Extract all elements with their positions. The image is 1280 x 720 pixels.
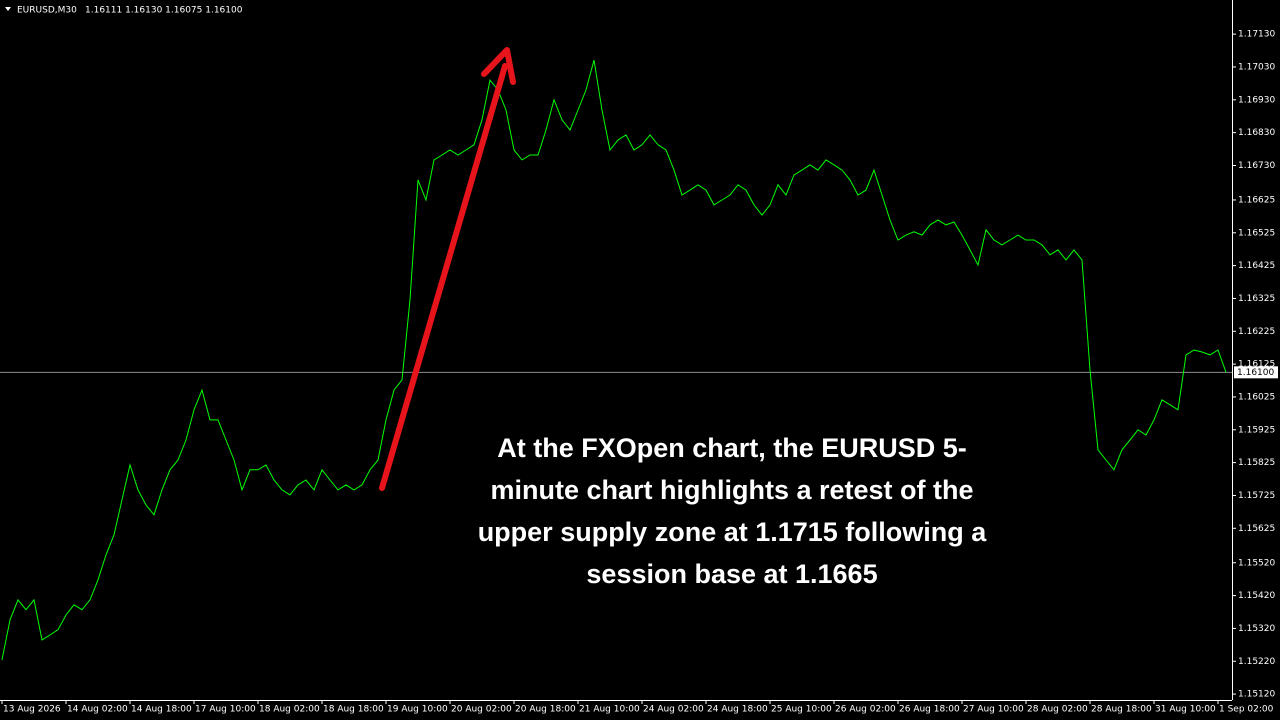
y-tick-label: 1.15320 (1238, 624, 1275, 634)
y-tick-label: 1.15420 (1238, 591, 1275, 601)
x-tick-label: 24 Aug 02:00 (643, 705, 704, 715)
x-tick-label: 25 Aug 10:00 (771, 705, 832, 715)
x-tick-label: 27 Aug 10:00 (963, 705, 1024, 715)
x-tick-label: 1 Sep 02:00 (1219, 705, 1274, 715)
y-tick-label: 1.16930 (1238, 95, 1275, 105)
header-symbol: EURUSD,M30 (17, 6, 77, 16)
x-tick-label: 21 Aug 10:00 (579, 705, 640, 715)
x-tick-label: 26 Aug 02:00 (835, 705, 896, 715)
x-tick-label: 14 Aug 02:00 (67, 705, 128, 715)
plot (0, 59, 1232, 660)
arrow-head (481, 47, 516, 85)
annotation-line: At the FXOpen chart, the EURUSD 5- (497, 433, 967, 463)
y-tick-label: 1.15520 (1238, 558, 1275, 568)
y-tick-label: 1.15625 (1238, 524, 1275, 534)
y-tick-label: 1.16225 (1238, 327, 1275, 337)
annotation-line: upper supply zone at 1.1715 following a (478, 517, 988, 547)
y-tick-label: 1.16525 (1238, 228, 1275, 238)
y-tick-label: 1.15825 (1238, 458, 1275, 468)
y-tick-label: 1.16025 (1238, 392, 1275, 402)
y-tick-label: 1.15220 (1238, 657, 1275, 667)
y-tick-label: 1.16830 (1238, 128, 1275, 138)
current-price-label: 1.16100 (1237, 368, 1274, 378)
x-tick-label: 20 Aug 18:00 (515, 705, 576, 715)
header-quotes: 1.16111 1.16130 1.16075 1.16100 (85, 6, 243, 16)
x-tick-label: 28 Aug 02:00 (1027, 705, 1088, 715)
annotation-line: session base at 1.1665 (586, 559, 877, 589)
x-tick-label: 31 Aug 10:00 (1155, 705, 1216, 715)
y-tick-label: 1.15120 (1238, 690, 1275, 700)
x-tick-label: 28 Aug 18:00 (1091, 705, 1152, 715)
x-tick-label: 14 Aug 18:00 (131, 705, 192, 715)
y-tick-label: 1.16625 (1238, 195, 1275, 205)
annotation-line: minute chart highlights a retest of the (490, 475, 973, 505)
y-tick-label: 1.17030 (1238, 62, 1275, 72)
x-tick-label: 20 Aug 02:00 (451, 705, 512, 715)
arrow (379, 47, 516, 491)
y-tick-label: 1.16325 (1238, 294, 1275, 304)
menu-triangle[interactable] (5, 7, 11, 11)
current-price-box (1234, 366, 1278, 379)
arrow-shaft (379, 63, 508, 491)
x-tick-label: 24 Aug 18:00 (707, 705, 768, 715)
x-tick-label: 18 Aug 18:00 (323, 705, 384, 715)
y-tick-label: 1.16730 (1238, 161, 1275, 171)
price-line (1, 59, 1227, 660)
x-tick-label: 13 Aug 2026 (3, 705, 61, 715)
x-tick-label: 19 Aug 10:00 (387, 705, 448, 715)
y-tick-label: 1.15725 (1238, 491, 1275, 501)
x-tick-label: 18 Aug 02:00 (259, 705, 320, 715)
y-tick-label: 1.15925 (1238, 425, 1275, 435)
y-tick-label: 1.16425 (1238, 261, 1275, 271)
y-tick-label: 1.16125 (1238, 360, 1275, 370)
y-tick-label: 1.17130 (1238, 30, 1275, 40)
x-tick-label: 26 Aug 18:00 (899, 705, 960, 715)
x-tick-label: 17 Aug 10:00 (195, 705, 256, 715)
